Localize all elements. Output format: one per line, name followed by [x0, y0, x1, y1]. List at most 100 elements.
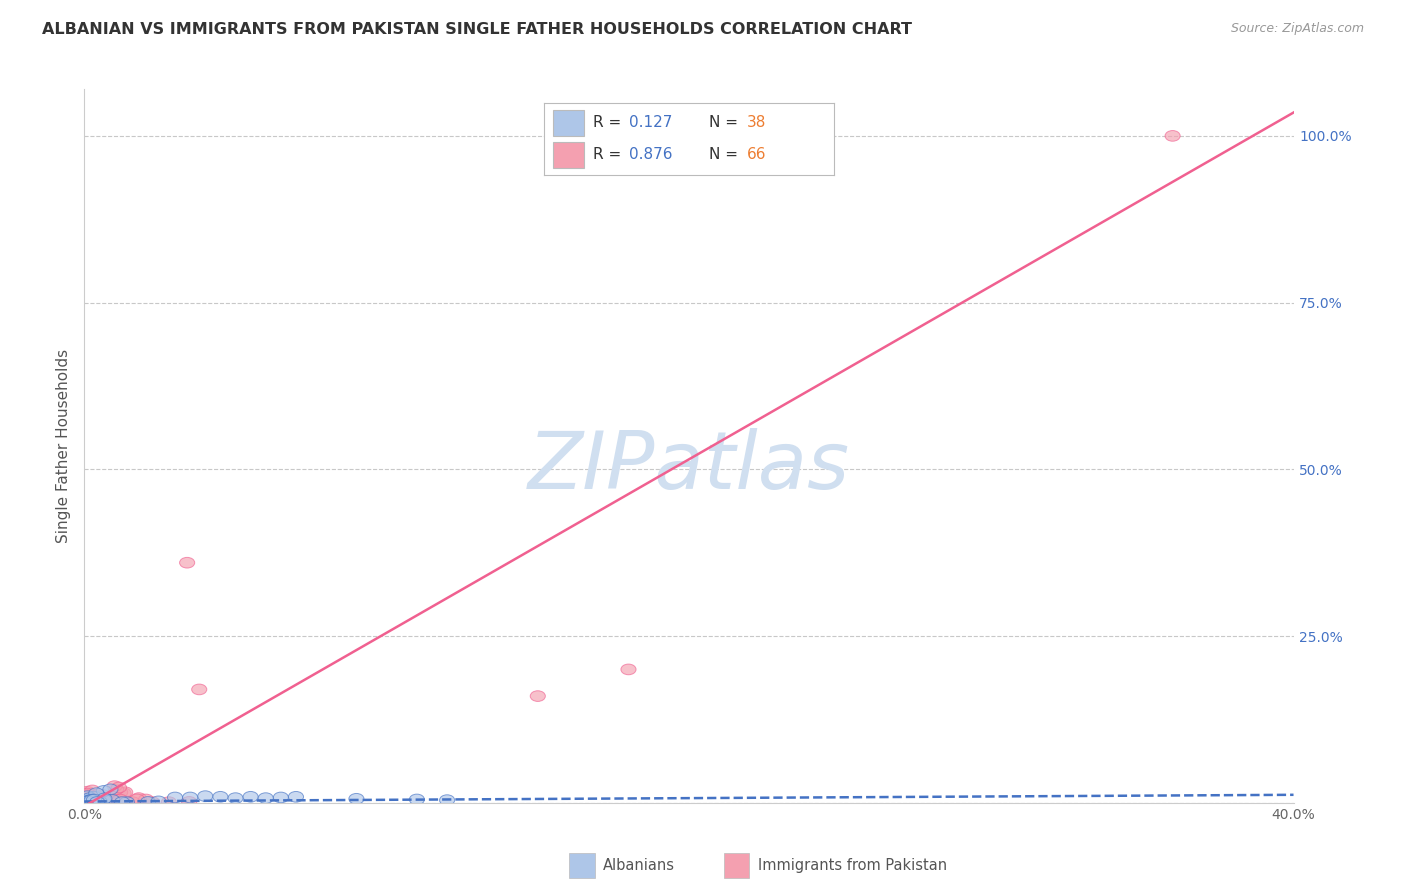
- Ellipse shape: [167, 792, 183, 803]
- Ellipse shape: [82, 795, 96, 805]
- Ellipse shape: [243, 791, 259, 802]
- Ellipse shape: [96, 794, 111, 805]
- Ellipse shape: [115, 797, 129, 807]
- Ellipse shape: [125, 797, 141, 807]
- Ellipse shape: [97, 793, 112, 804]
- Ellipse shape: [87, 789, 103, 800]
- Ellipse shape: [80, 794, 96, 805]
- Text: N =: N =: [709, 115, 744, 130]
- Ellipse shape: [181, 797, 197, 807]
- Ellipse shape: [86, 794, 101, 805]
- Ellipse shape: [84, 797, 100, 807]
- Ellipse shape: [131, 793, 146, 804]
- Ellipse shape: [198, 791, 212, 802]
- Ellipse shape: [80, 789, 96, 799]
- Ellipse shape: [89, 788, 104, 798]
- Ellipse shape: [112, 787, 128, 797]
- Ellipse shape: [183, 792, 198, 803]
- Ellipse shape: [93, 797, 108, 807]
- Ellipse shape: [112, 794, 128, 805]
- Ellipse shape: [108, 797, 124, 807]
- Ellipse shape: [141, 797, 156, 807]
- Ellipse shape: [97, 797, 112, 806]
- Ellipse shape: [138, 794, 153, 805]
- Ellipse shape: [96, 786, 111, 797]
- Ellipse shape: [530, 690, 546, 701]
- Ellipse shape: [86, 796, 101, 806]
- Ellipse shape: [100, 794, 115, 805]
- Ellipse shape: [112, 797, 128, 807]
- Text: R =: R =: [593, 115, 626, 130]
- Ellipse shape: [89, 797, 104, 807]
- Text: Source: ZipAtlas.com: Source: ZipAtlas.com: [1230, 22, 1364, 36]
- Ellipse shape: [96, 789, 111, 800]
- Ellipse shape: [409, 794, 425, 805]
- Ellipse shape: [80, 793, 96, 804]
- Ellipse shape: [90, 797, 105, 807]
- Bar: [553, 142, 585, 168]
- Text: N =: N =: [709, 147, 744, 162]
- Ellipse shape: [101, 796, 117, 806]
- Ellipse shape: [440, 795, 454, 805]
- Ellipse shape: [80, 789, 96, 800]
- Y-axis label: Single Father Households: Single Father Households: [56, 349, 72, 543]
- Ellipse shape: [84, 795, 100, 805]
- Ellipse shape: [86, 791, 101, 802]
- Ellipse shape: [145, 797, 160, 807]
- Text: 38: 38: [747, 115, 766, 130]
- Ellipse shape: [87, 797, 103, 807]
- Ellipse shape: [82, 794, 97, 805]
- Ellipse shape: [115, 788, 131, 798]
- Ellipse shape: [107, 780, 122, 791]
- Ellipse shape: [82, 797, 96, 807]
- Ellipse shape: [108, 784, 124, 795]
- Ellipse shape: [162, 797, 176, 807]
- Ellipse shape: [84, 795, 100, 805]
- Ellipse shape: [86, 797, 101, 807]
- Text: 0.876: 0.876: [630, 147, 673, 162]
- Text: 66: 66: [747, 147, 766, 162]
- Ellipse shape: [111, 782, 127, 793]
- Ellipse shape: [180, 558, 194, 568]
- Ellipse shape: [80, 789, 96, 800]
- Ellipse shape: [80, 797, 96, 807]
- Ellipse shape: [120, 796, 135, 806]
- Ellipse shape: [118, 787, 132, 797]
- Ellipse shape: [80, 797, 96, 807]
- Ellipse shape: [87, 795, 101, 805]
- Ellipse shape: [80, 795, 96, 805]
- Text: 0.127: 0.127: [630, 115, 673, 130]
- Ellipse shape: [93, 796, 108, 806]
- Ellipse shape: [93, 792, 107, 803]
- Ellipse shape: [212, 791, 228, 802]
- Ellipse shape: [80, 797, 96, 807]
- Bar: [553, 110, 585, 136]
- Ellipse shape: [621, 664, 636, 674]
- Ellipse shape: [288, 791, 304, 802]
- Ellipse shape: [259, 793, 273, 804]
- Ellipse shape: [120, 797, 135, 807]
- Text: R =: R =: [593, 147, 626, 162]
- Ellipse shape: [1166, 130, 1180, 141]
- Ellipse shape: [191, 684, 207, 695]
- Ellipse shape: [84, 797, 100, 807]
- Ellipse shape: [150, 796, 166, 806]
- Ellipse shape: [80, 796, 96, 806]
- Ellipse shape: [87, 791, 101, 802]
- Text: Albanians: Albanians: [603, 858, 675, 872]
- Ellipse shape: [103, 784, 118, 795]
- Ellipse shape: [80, 795, 96, 805]
- Text: ZIPatlas: ZIPatlas: [527, 428, 851, 507]
- Ellipse shape: [80, 791, 96, 802]
- Ellipse shape: [112, 797, 128, 807]
- Ellipse shape: [129, 794, 145, 805]
- Ellipse shape: [98, 796, 114, 806]
- Ellipse shape: [228, 793, 243, 804]
- Ellipse shape: [349, 794, 364, 804]
- Text: Immigrants from Pakistan: Immigrants from Pakistan: [758, 858, 948, 872]
- Ellipse shape: [104, 795, 120, 805]
- Text: ALBANIAN VS IMMIGRANTS FROM PAKISTAN SINGLE FATHER HOUSEHOLDS CORRELATION CHART: ALBANIAN VS IMMIGRANTS FROM PAKISTAN SIN…: [42, 22, 912, 37]
- Ellipse shape: [82, 797, 97, 806]
- Ellipse shape: [80, 796, 96, 806]
- Ellipse shape: [90, 797, 105, 807]
